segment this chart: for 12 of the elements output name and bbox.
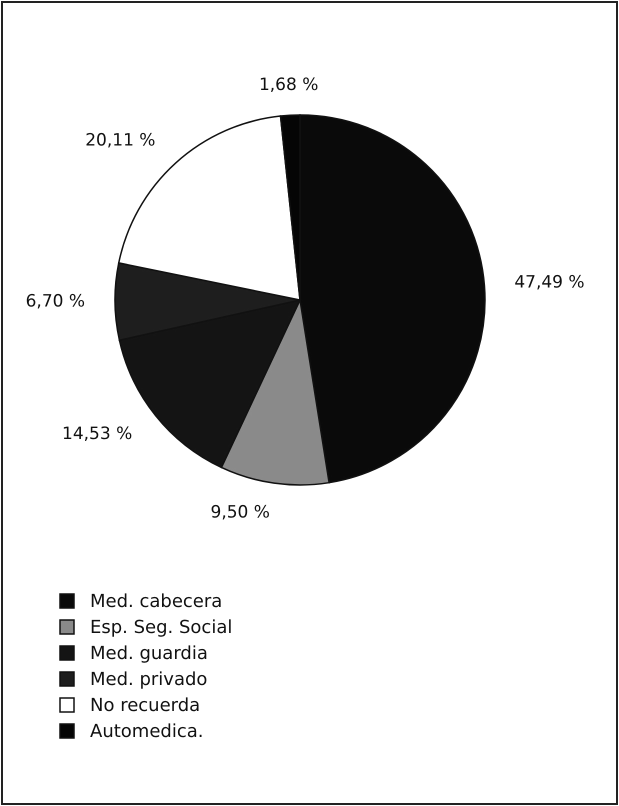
legend-label: Esp. Seg. Social — [90, 616, 232, 638]
legend-label: Med. cabecera — [90, 590, 222, 612]
legend-label: No recuerda — [90, 694, 200, 716]
legend-label: Automedica. — [90, 720, 204, 742]
data-label: 20,11 % — [85, 130, 156, 150]
legend-label: Med. privado — [90, 668, 208, 690]
data-label: 9,50 % — [210, 502, 270, 523]
legend-label: Med. guardia — [90, 642, 208, 664]
data-label: 1,68 % — [258, 74, 318, 95]
data-label: 14,53 % — [62, 424, 132, 444]
data-label: 47,49 % — [514, 272, 585, 293]
data-label: 6,70 % — [26, 292, 86, 312]
